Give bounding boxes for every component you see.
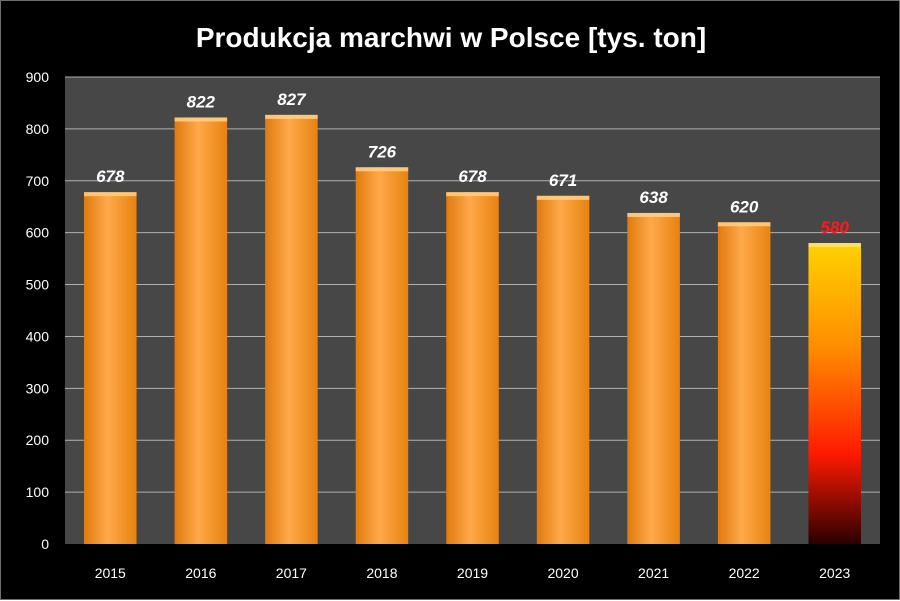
bar-top-edge bbox=[717, 222, 771, 227]
bar-2020 bbox=[536, 195, 590, 544]
x-category-label: 2021 bbox=[638, 565, 669, 581]
x-category-label: 2022 bbox=[729, 565, 760, 581]
data-label: 822 bbox=[187, 92, 216, 111]
data-label: 671 bbox=[549, 171, 577, 190]
bar-top-edge bbox=[265, 114, 318, 119]
data-label: 580 bbox=[821, 218, 850, 237]
bar-2019 bbox=[446, 192, 499, 544]
bar bbox=[536, 195, 590, 544]
data-label: 726 bbox=[368, 142, 397, 161]
y-tick-label: 0 bbox=[41, 536, 49, 552]
bar bbox=[446, 192, 499, 544]
bar bbox=[174, 117, 228, 545]
y-tick-label: 300 bbox=[26, 380, 50, 396]
bar-2018 bbox=[355, 167, 409, 544]
data-label: 678 bbox=[458, 167, 487, 186]
bar-top-edge bbox=[355, 167, 409, 172]
bar-2022 bbox=[717, 222, 771, 545]
y-tick-label: 100 bbox=[26, 484, 50, 500]
bar-top-edge bbox=[808, 243, 861, 248]
y-tick-label: 400 bbox=[26, 328, 50, 344]
bar-top-edge bbox=[446, 192, 499, 197]
data-label: 827 bbox=[277, 90, 307, 109]
y-tick-label: 500 bbox=[26, 277, 50, 293]
y-tick-label: 900 bbox=[26, 69, 50, 85]
bar bbox=[627, 212, 680, 544]
x-axis-categories: 2015 2016 2017 2018 2019 2020 2021 2022 2023 bbox=[95, 565, 851, 581]
x-category-label: 2015 bbox=[95, 565, 126, 581]
x-category-label: 2016 bbox=[185, 565, 216, 581]
bar-top-edge bbox=[84, 192, 137, 197]
bar bbox=[717, 222, 771, 545]
x-category-label: 2018 bbox=[366, 565, 397, 581]
bar-2021 bbox=[627, 212, 680, 544]
data-label: 620 bbox=[730, 197, 759, 216]
bar-2015 bbox=[84, 192, 137, 544]
y-axis-ticks: 0 100 200 300 400 500 600 700 800 900 bbox=[26, 69, 50, 552]
bar-2016 bbox=[174, 117, 228, 545]
bars bbox=[84, 114, 861, 545]
y-tick-label: 600 bbox=[26, 225, 50, 241]
bar bbox=[265, 114, 318, 544]
bar bbox=[808, 243, 861, 545]
y-tick-label: 200 bbox=[26, 432, 50, 448]
y-tick-label: 800 bbox=[26, 121, 50, 137]
bar-2023 bbox=[808, 243, 861, 545]
data-label: 638 bbox=[639, 188, 668, 207]
bar-top-edge bbox=[536, 195, 590, 200]
x-category-label: 2017 bbox=[276, 565, 307, 581]
x-category-label: 2023 bbox=[819, 565, 850, 581]
bar-2017 bbox=[265, 114, 318, 544]
bar-top-edge bbox=[174, 117, 228, 122]
data-label: 678 bbox=[96, 167, 125, 186]
data-labels: 678 822 827 726 678 671 638 620 580 bbox=[96, 90, 849, 237]
bar bbox=[355, 167, 409, 544]
bar-top-edge bbox=[627, 212, 680, 217]
x-category-label: 2019 bbox=[457, 565, 488, 581]
bar bbox=[84, 192, 137, 544]
chart-title: Produkcja marchwi w Polsce [tys. ton] bbox=[196, 22, 706, 53]
x-category-label: 2020 bbox=[547, 565, 578, 581]
y-tick-label: 700 bbox=[26, 173, 50, 189]
